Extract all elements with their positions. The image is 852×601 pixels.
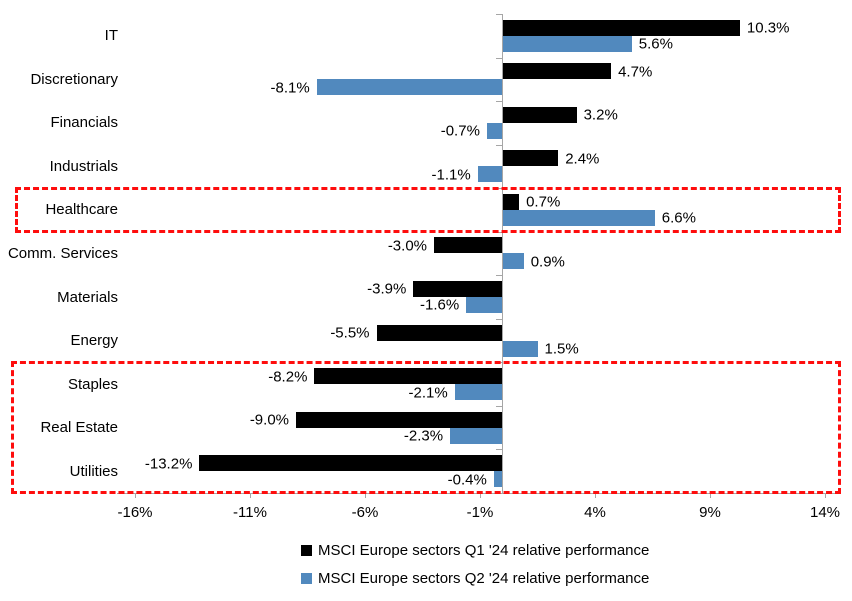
bar-q2-discretionary: [316, 79, 503, 96]
x-axis-tick: [365, 493, 366, 498]
x-axis-tick: [480, 493, 481, 498]
value-label-q1-financials: 3.2%: [583, 106, 618, 124]
x-axis-tick: [595, 493, 596, 498]
value-label-q2-energy: 1.5%: [544, 340, 579, 358]
legend: MSCI Europe sectors Q1 '24 relative perf…: [301, 539, 649, 595]
value-label-q1-comm-services: -3.0%: [387, 237, 427, 255]
x-tick-label-1: -1%: [466, 504, 494, 521]
value-label-q1-staples: -8.2%: [268, 368, 308, 386]
bar-q1-financials: [503, 106, 577, 123]
y-axis-tick: [496, 318, 502, 320]
x-axis-line: [117, 493, 841, 494]
bar-q1-real-estate: [296, 411, 503, 428]
bar-q2-materials: [466, 296, 503, 313]
bar-q2-real-estate: [450, 427, 503, 444]
bar-q2-financials: [486, 122, 503, 139]
category-label-energy: Energy: [70, 332, 118, 350]
legend-label-q2: MSCI Europe sectors Q2 '24 relative perf…: [318, 569, 650, 587]
bar-q1-it: [503, 19, 740, 36]
x-tick-label-14: 14%: [809, 504, 841, 521]
value-label-q1-industrials: 2.4%: [565, 150, 600, 168]
legend-swatch-q1: [301, 544, 312, 556]
y-axis-tick: [496, 188, 502, 190]
value-label-q1-it: 10.3%: [746, 19, 790, 37]
value-label-q2-comm-services: 0.9%: [530, 253, 565, 271]
y-axis-tick: [496, 144, 502, 146]
y-axis-tick: [496, 275, 502, 277]
category-label-healthcare: Healthcare: [45, 201, 118, 219]
x-tick-label-4: 4%: [584, 504, 606, 521]
y-axis-tick: [496, 362, 502, 364]
bar-q1-staples: [314, 368, 503, 385]
x-tick-label-9: 9%: [699, 504, 721, 521]
bar-q2-healthcare: [503, 209, 655, 226]
bar-q1-materials: [413, 280, 503, 297]
x-axis-tick: [250, 493, 251, 498]
bar-q2-it: [503, 35, 632, 52]
category-label-staples: Staples: [67, 375, 118, 393]
value-label-q1-energy: -5.5%: [330, 324, 370, 342]
bar-q2-comm-services: [503, 253, 524, 270]
value-label-q2-it: 5.6%: [638, 35, 673, 53]
x-axis-tick: [135, 493, 136, 498]
bar-q1-discretionary: [503, 63, 612, 80]
value-label-q2-industrials: -1.1%: [431, 166, 471, 184]
category-label-it: IT: [104, 27, 118, 45]
value-label-q1-discretionary: 4.7%: [618, 63, 653, 81]
bar-q1-healthcare: [503, 193, 520, 210]
category-label-discretionary: Discretionary: [30, 70, 118, 88]
legend-item-q1: MSCI Europe sectors Q1 '24 relative perf…: [301, 539, 649, 561]
legend-label-q1: MSCI Europe sectors Q1 '24 relative perf…: [318, 541, 650, 559]
value-label-q2-utilities: -0.4%: [447, 471, 487, 489]
category-label-comm-services: Comm. Services: [7, 244, 118, 262]
value-label-q2-real-estate: -2.3%: [403, 427, 444, 445]
value-label-q1-healthcare: 0.7%: [526, 193, 561, 211]
bar-q2-industrials: [477, 166, 503, 183]
value-label-q1-utilities: -13.2%: [144, 455, 193, 473]
bar-q2-energy: [503, 340, 538, 357]
plot-area: 10.3% 4.7% 3.2% 2.4% 0.7% -3.0% -3.9% -5.5% -8.2…: [117, 14, 841, 493]
bar-q2-staples: [454, 384, 503, 401]
y-axis-tick: [496, 57, 502, 59]
y-axis-tick: [496, 14, 502, 15]
value-label-q2-discretionary: -8.1%: [270, 79, 310, 97]
value-label-q2-healthcare: 6.6%: [661, 209, 696, 227]
bar-q1-utilities: [199, 455, 503, 472]
x-axis-tick: [710, 493, 711, 498]
x-tick-label-11: -11%: [233, 504, 267, 521]
category-label-materials: Materials: [57, 288, 118, 306]
y-axis-tick: [496, 231, 502, 233]
category-label-utilities: Utilities: [69, 462, 118, 480]
bar-q2-utilities: [493, 471, 503, 488]
bar-q1-energy: [376, 324, 503, 341]
bar-q1-comm-services: [434, 237, 503, 254]
x-axis-tick: [825, 493, 826, 498]
value-label-q2-staples: -2.1%: [408, 384, 448, 402]
y-axis-tick: [496, 449, 502, 451]
value-label-q2-materials: -1.6%: [420, 296, 460, 314]
value-label-q1-real-estate: -9.0%: [249, 411, 289, 429]
legend-item-q2: MSCI Europe sectors Q2 '24 relative perf…: [301, 567, 649, 589]
x-tick-label-6: -6%: [351, 504, 379, 521]
category-label-industrials: Industrials: [49, 157, 118, 175]
legend-swatch-q2: [301, 572, 312, 584]
category-label-financials: Financials: [50, 114, 118, 132]
y-axis-line: [502, 14, 503, 493]
y-axis-tick: [496, 101, 502, 103]
value-label-q1-materials: -3.9%: [367, 280, 407, 298]
bar-q1-industrials: [503, 150, 559, 167]
x-tick-label-16: -16%: [117, 504, 153, 521]
value-label-q2-financials: -0.7%: [440, 122, 480, 140]
category-label-real-estate: Real Estate: [40, 419, 118, 437]
y-axis-tick: [496, 405, 502, 407]
